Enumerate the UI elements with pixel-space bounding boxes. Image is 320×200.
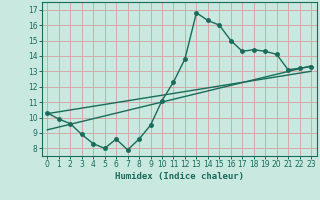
X-axis label: Humidex (Indice chaleur): Humidex (Indice chaleur) <box>115 172 244 181</box>
